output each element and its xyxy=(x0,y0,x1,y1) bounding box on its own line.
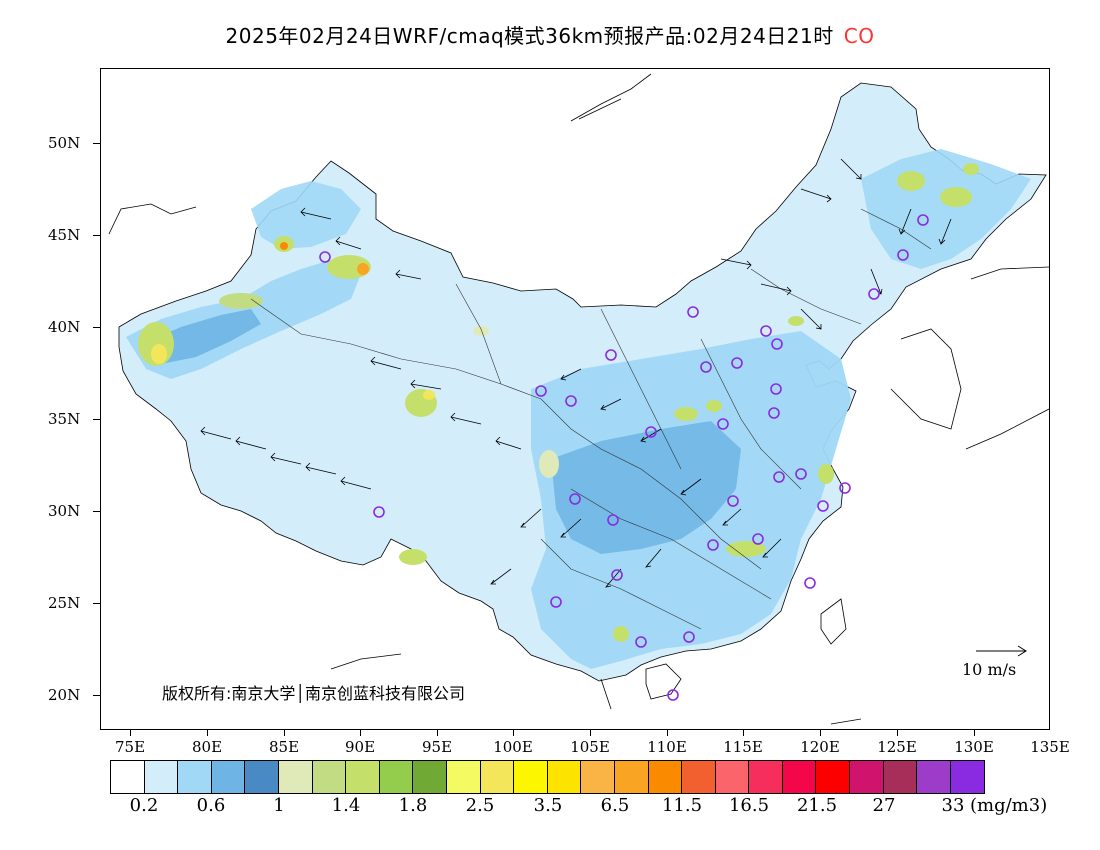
lon-tick xyxy=(130,730,131,736)
copyright-text: 版权所有:南京大学│南京创蓝科技有限公司 xyxy=(162,684,466,703)
legend-swatch xyxy=(144,761,179,793)
legend-label: 21.5 xyxy=(796,795,838,816)
lon-label-110e: 110E xyxy=(647,738,687,756)
legend-swatch xyxy=(413,761,447,793)
lat-label-50n: 50N xyxy=(48,134,81,152)
lon-label-100e: 100E xyxy=(493,738,533,756)
legend-swatch xyxy=(312,761,347,793)
legend-swatch xyxy=(446,761,481,793)
lon-label-135e: 135E xyxy=(1030,738,1070,756)
monitoring-stations xyxy=(319,214,929,701)
neighbor-coastlines xyxy=(108,73,1049,725)
legend-swatch xyxy=(682,761,716,793)
lon-tick xyxy=(284,730,285,736)
legend-label: 33 xyxy=(941,795,965,816)
lat-label-25n: 25N xyxy=(48,594,81,612)
legend-swatch xyxy=(211,761,246,793)
lat-label-30n: 30N xyxy=(48,502,81,520)
lat-tick xyxy=(93,511,100,512)
lon-label-105e: 105E xyxy=(570,738,610,756)
legend-label: 6.5 xyxy=(600,795,630,816)
wind-scale-label: 10 m/s xyxy=(962,660,1017,679)
legend-swatch xyxy=(111,761,145,793)
legend-swatch xyxy=(883,761,918,793)
legend-swatch xyxy=(245,761,279,793)
legend-swatch xyxy=(379,761,414,793)
lon-tick xyxy=(207,730,208,736)
legend-swatch xyxy=(514,761,548,793)
lon-label-80e: 80E xyxy=(191,738,223,756)
legend-swatch xyxy=(749,761,783,793)
lon-tick xyxy=(743,730,744,736)
lon-label-125e: 125E xyxy=(877,738,917,756)
legend-swatch xyxy=(950,761,985,793)
lat-label-40n: 40N xyxy=(48,318,81,336)
map-title: 2025年02月24日WRF/cmaq模式36km预报产品:02月24日21时 C… xyxy=(0,20,1100,49)
lon-label-115e: 115E xyxy=(723,738,763,756)
lon-label-95e: 95E xyxy=(421,738,453,756)
co-zone-medium xyxy=(251,181,361,249)
legend-swatch xyxy=(480,761,515,793)
lon-tick xyxy=(513,730,514,736)
co-zone-medium xyxy=(861,149,1031,269)
legend-label: 1.8 xyxy=(398,795,428,816)
wind-vector-field xyxy=(200,158,952,588)
lon-tick xyxy=(590,730,591,736)
lat-label-35n: 35N xyxy=(48,410,81,428)
lat-tick xyxy=(93,235,100,236)
lon-label-85e: 85E xyxy=(268,738,300,756)
legend-swatch xyxy=(816,761,851,793)
lon-label-120e: 120E xyxy=(800,738,840,756)
legend-label: 3.5 xyxy=(533,795,563,816)
legend-swatch xyxy=(178,761,212,793)
lon-tick xyxy=(897,730,898,736)
legend-swatch xyxy=(614,761,649,793)
co-zone-medium xyxy=(551,421,741,554)
lon-tick xyxy=(974,730,975,736)
legend-swatch xyxy=(581,761,615,793)
lat-tick xyxy=(93,143,100,144)
lon-tick xyxy=(667,730,668,736)
legend-label: 1.4 xyxy=(331,795,361,816)
lon-label-75e: 75E xyxy=(114,738,146,756)
lon-label-130e: 130E xyxy=(954,738,994,756)
lat-label-45n: 45N xyxy=(48,226,81,244)
pollutant-label: CO xyxy=(843,24,875,48)
lat-label-20n: 20N xyxy=(48,686,81,704)
title-main: 2025年02月24日WRF/cmaq模式36km预报产品:02月24日21时 xyxy=(225,24,834,48)
lat-tick xyxy=(93,419,100,420)
legend-swatch xyxy=(278,761,313,793)
legend-label: 0.6 xyxy=(196,795,226,816)
legend-swatch xyxy=(547,761,582,793)
legend-swatch xyxy=(782,761,817,793)
legend-label: 16.5 xyxy=(728,795,770,816)
legend-label: 0.2 xyxy=(129,795,159,816)
legend-label: 11.5 xyxy=(661,795,703,816)
legend-unit: (mg/m3) xyxy=(970,795,1048,816)
legend-swatch xyxy=(850,761,884,793)
lat-tick xyxy=(93,327,100,328)
lat-tick xyxy=(93,695,100,696)
wind-scale-arrow xyxy=(976,645,1027,657)
legend-label: 27 xyxy=(872,795,896,816)
legend-label: 1 xyxy=(273,795,285,816)
co-hotspots xyxy=(138,163,979,642)
lat-tick xyxy=(93,603,100,604)
color-legend-bar xyxy=(110,760,986,794)
lon-tick xyxy=(360,730,361,736)
co-concentration-map xyxy=(108,73,1049,725)
legend-swatch xyxy=(917,761,951,793)
map-plot-area xyxy=(100,68,1050,730)
legend-swatch xyxy=(346,761,380,793)
lon-label-90e: 90E xyxy=(344,738,376,756)
province-boundaries xyxy=(250,208,932,630)
legend-swatch xyxy=(648,761,683,793)
legend-swatch xyxy=(715,761,750,793)
lon-tick xyxy=(820,730,821,736)
lon-tick xyxy=(437,730,438,736)
legend-label: 2.5 xyxy=(465,795,495,816)
